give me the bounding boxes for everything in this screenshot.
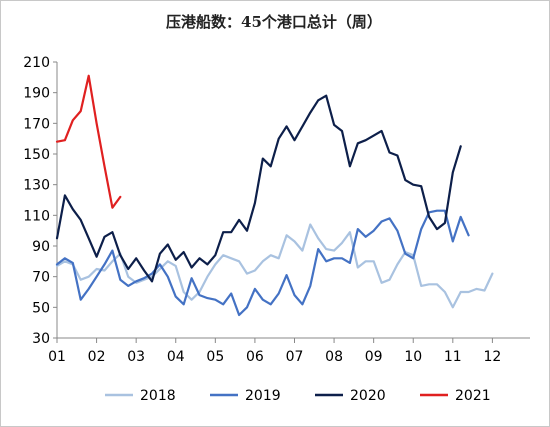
- series-line-2021: [55, 74, 122, 209]
- x-tick-label: 11: [444, 349, 462, 365]
- series-line-2019: [55, 209, 470, 317]
- x-tick-label: 08: [325, 349, 343, 365]
- chart-axes: 30 50 70 90 110 130 150 170 190 210 01 02 03 04 05 06 07…: [23, 55, 530, 365]
- y-tick-label: 190: [23, 86, 50, 102]
- legend-label-2021: 2021: [455, 388, 491, 404]
- x-tick-label: 06: [246, 349, 264, 365]
- x-tick-label: 12: [483, 349, 501, 365]
- series-line-2020: [55, 94, 462, 283]
- chart-title: 压港船数：45个港口总计（周）: [166, 13, 382, 31]
- x-tick-label: 07: [286, 349, 304, 365]
- legend-label-2019: 2019: [245, 388, 281, 404]
- y-tick-label: 170: [23, 116, 50, 132]
- x-tick-label: 05: [206, 349, 224, 365]
- legend-label-2020: 2020: [350, 388, 386, 404]
- y-tick-label: 110: [23, 208, 50, 224]
- x-tick-label: 10: [404, 349, 422, 365]
- y-tick-label: 50: [32, 300, 50, 316]
- y-tick-label: 150: [23, 147, 50, 163]
- x-tick-label: 09: [365, 349, 383, 365]
- y-tick-label: 130: [23, 178, 50, 194]
- y-tick-label: 30: [32, 331, 50, 347]
- y-tick-label: 90: [32, 239, 50, 255]
- x-tick-label: 01: [48, 349, 66, 365]
- x-tick-label: 04: [167, 349, 185, 365]
- chart-legend: 2018 2019 2020 2021: [105, 388, 491, 404]
- x-tick-label: 03: [127, 349, 145, 365]
- y-tick-label: 210: [23, 55, 50, 71]
- chart-series: [55, 74, 494, 317]
- x-tick-label: 02: [88, 349, 106, 365]
- series-line-2018: [55, 223, 494, 309]
- y-tick-label: 70: [32, 270, 50, 286]
- legend-label-2018: 2018: [140, 388, 176, 404]
